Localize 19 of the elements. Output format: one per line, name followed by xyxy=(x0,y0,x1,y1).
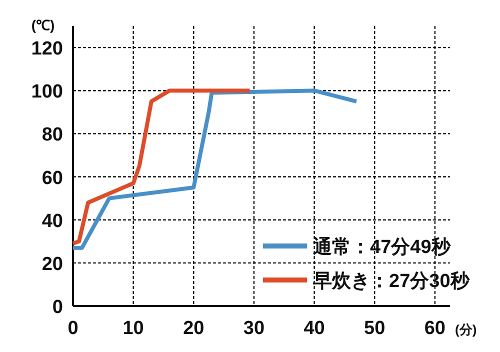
y-tick-label: 100 xyxy=(31,82,63,103)
x-tick-label: 50 xyxy=(364,318,386,339)
x-tick-label: 10 xyxy=(122,318,144,339)
x-tick-label: 30 xyxy=(243,318,265,339)
legend-label: 通常：47分49秒 xyxy=(312,236,452,258)
x-tick-label: 20 xyxy=(183,318,204,339)
line-series xyxy=(71,88,252,246)
y-tick-label: 20 xyxy=(42,254,63,275)
legend-label: 早炊き：27分30秒 xyxy=(312,271,470,292)
y-tick-label: 80 xyxy=(42,124,63,146)
x-tick-label: 0 xyxy=(68,318,78,339)
y-tick-label: 120 xyxy=(31,38,63,60)
y-axis-title: (℃) xyxy=(31,17,55,33)
x-tick-label: 40 xyxy=(304,318,325,339)
y-tick-label: 60 xyxy=(42,168,63,189)
x-axis-title: (分) xyxy=(455,322,477,337)
x-tick-label: 60 xyxy=(424,318,446,339)
y-tick-label: 40 xyxy=(42,210,63,232)
y-tick-label: 0 xyxy=(52,297,63,318)
